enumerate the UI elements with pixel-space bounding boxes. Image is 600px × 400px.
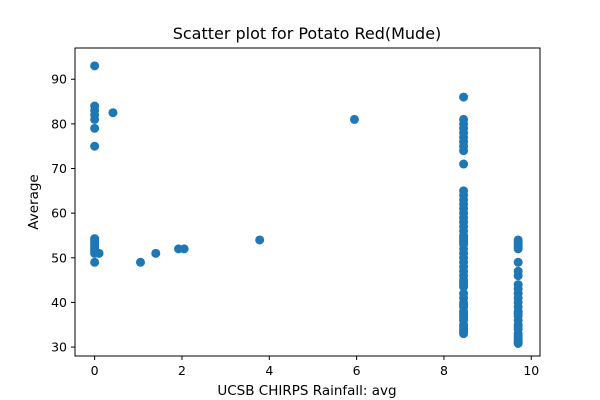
scatter-point [459, 92, 469, 102]
scatter-point [90, 61, 100, 71]
y-tick-label: 90 [51, 72, 67, 87]
scatter-point [513, 257, 523, 267]
y-tick-label: 70 [51, 161, 67, 176]
y-tick-label: 30 [51, 340, 67, 355]
scatter-point [108, 108, 118, 118]
y-tick-label: 40 [51, 295, 67, 310]
scatter-point [459, 329, 469, 339]
x-axis-label: UCSB CHIRPS Rainfall: avg [217, 383, 396, 399]
x-tick-label: 2 [178, 363, 186, 378]
y-axis: 30 40 50 60 70 80 90 [51, 72, 75, 355]
x-tick-label: 0 [91, 363, 99, 378]
y-tick-label: 60 [51, 206, 67, 221]
y-tick-label: 80 [51, 116, 67, 131]
scatter-point [90, 123, 100, 133]
y-tick-label: 50 [51, 250, 67, 265]
chart-title: Scatter plot for Potato Red(Mude) [173, 24, 442, 43]
x-tick-label: 4 [265, 363, 273, 378]
scatter-point [513, 339, 523, 349]
y-axis-label: Average [26, 174, 42, 229]
x-tick-label: 10 [523, 363, 539, 378]
x-tick-label: 8 [440, 363, 448, 378]
scatter-point [90, 141, 100, 151]
scatter-point [255, 235, 265, 245]
plot-area-frame [74, 47, 541, 357]
scatter-point [459, 277, 469, 287]
scatter-point [151, 248, 161, 258]
scatter-point [513, 244, 523, 254]
scatter-point [459, 146, 469, 156]
scatter-point [459, 313, 469, 323]
scatter-point [349, 114, 359, 124]
scatter-point [90, 257, 100, 267]
scatter-point [459, 289, 469, 299]
scatter-point [459, 233, 469, 243]
scatter-point [513, 271, 523, 281]
scatter-point [459, 300, 469, 310]
x-tick-label: 6 [353, 363, 361, 378]
scatter-point [135, 257, 145, 267]
scatter-point [459, 248, 469, 258]
scatter-point [90, 114, 100, 124]
scatter-point [179, 244, 189, 254]
scatter-point [94, 248, 104, 258]
scatter-point [459, 159, 469, 169]
x-axis: 0 2 4 6 8 10 [91, 356, 539, 378]
data-points [90, 61, 523, 349]
scatter-point [459, 322, 469, 332]
